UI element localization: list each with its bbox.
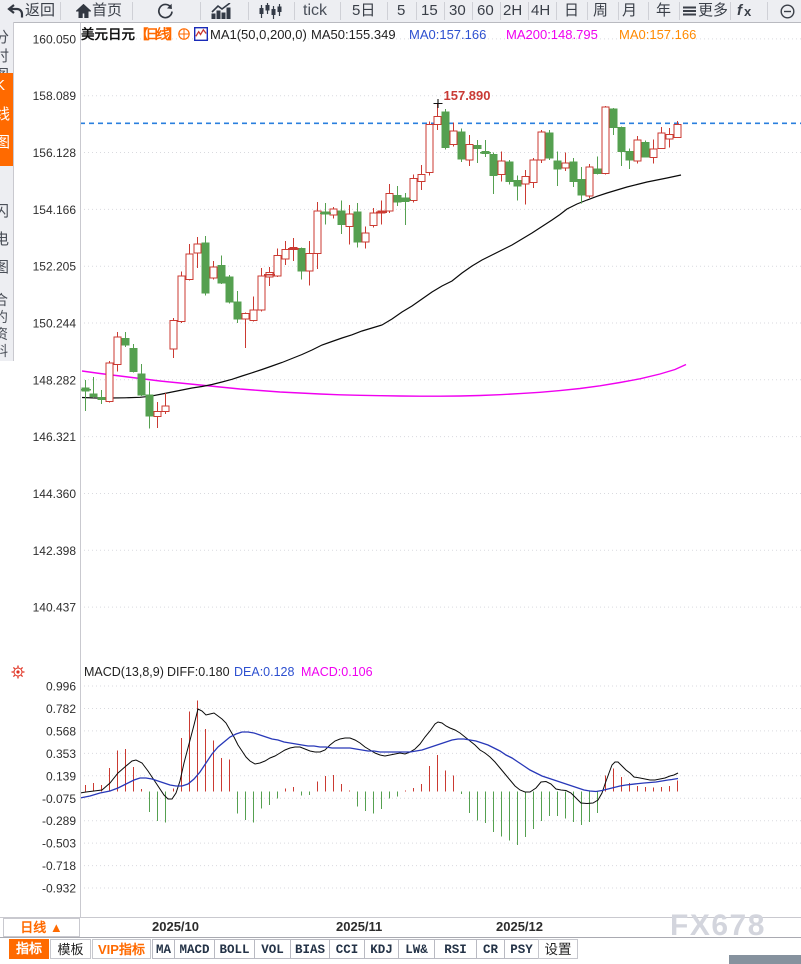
svg-text:0.996: 0.996 [46, 680, 76, 694]
svg-text:150.244: 150.244 [33, 317, 77, 331]
svg-text:-0.289: -0.289 [42, 814, 76, 828]
svg-text:158.089: 158.089 [33, 89, 77, 103]
svg-text:160.050: 160.050 [33, 32, 77, 46]
svg-text:0.782: 0.782 [46, 702, 76, 716]
svg-text:-0.932: -0.932 [42, 882, 76, 896]
svg-text:0.139: 0.139 [46, 769, 76, 783]
svg-text:-0.075: -0.075 [42, 792, 76, 806]
svg-text:142.398: 142.398 [33, 544, 77, 558]
svg-text:154.166: 154.166 [33, 203, 77, 217]
svg-text:0.568: 0.568 [46, 724, 76, 738]
svg-text:140.437: 140.437 [33, 601, 77, 615]
svg-text:0.353: 0.353 [46, 747, 76, 761]
svg-text:152.205: 152.205 [33, 260, 77, 274]
svg-text:156.128: 156.128 [33, 146, 77, 160]
svg-text:157.890: 157.890 [444, 88, 491, 103]
svg-text:-0.503: -0.503 [42, 837, 76, 851]
svg-text:146.321: 146.321 [33, 430, 77, 444]
svg-text:144.360: 144.360 [33, 487, 77, 501]
svg-text:-0.718: -0.718 [42, 859, 76, 873]
svg-text:148.282: 148.282 [33, 373, 77, 387]
